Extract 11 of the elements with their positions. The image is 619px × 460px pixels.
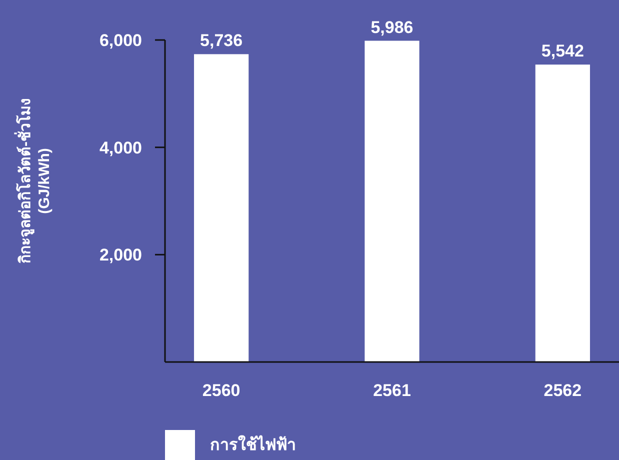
x-tick-label: 2560 [202, 381, 240, 400]
data-label: 5,986 [370, 18, 414, 37]
y-tick-label: 2,000 [99, 246, 142, 265]
data-label: 5,736 [200, 31, 243, 50]
data-label: 5,542 [541, 42, 584, 61]
y-tick-label: 4,000 [99, 138, 142, 158]
x-tick-label: 2561 [373, 381, 411, 400]
legend-label: การใช้ไฟฟ้า [210, 435, 296, 454]
y-axis-title: กิกะจูลต่อกิโลวัตต์-ชั่วโมง (GJ/kWh) [14, 98, 53, 264]
x-tick-label: 2562 [544, 381, 582, 400]
y-tick-label: 6,000 [99, 31, 142, 50]
